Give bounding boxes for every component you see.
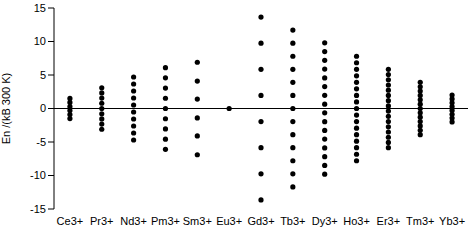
svg-text:Ho3+: Ho3+ bbox=[343, 215, 370, 227]
svg-text:Pm3+: Pm3+ bbox=[151, 215, 180, 227]
svg-text:Tb3+: Tb3+ bbox=[280, 215, 305, 227]
svg-text:Sm3+: Sm3+ bbox=[183, 215, 212, 227]
svg-text:5: 5 bbox=[40, 69, 46, 81]
svg-text:15: 15 bbox=[34, 2, 46, 14]
svg-text:Pr3+: Pr3+ bbox=[90, 215, 114, 227]
svg-text:Gd3+: Gd3+ bbox=[247, 215, 274, 227]
svg-text:Yb3+: Yb3+ bbox=[439, 215, 465, 227]
svg-text:Nd3+: Nd3+ bbox=[120, 215, 147, 227]
svg-text:Dy3+: Dy3+ bbox=[312, 215, 338, 227]
svg-text:Tm3+: Tm3+ bbox=[406, 215, 434, 227]
svg-text:10: 10 bbox=[34, 35, 46, 47]
svg-text:En /(kB 300 K): En /(kB 300 K) bbox=[8, 73, 12, 145]
svg-text:-15: -15 bbox=[30, 203, 46, 215]
svg-text:Eu3+: Eu3+ bbox=[216, 215, 242, 227]
svg-text:Er3+: Er3+ bbox=[377, 215, 401, 227]
svg-text:Ce3+: Ce3+ bbox=[57, 215, 84, 227]
svg-text:-10: -10 bbox=[30, 169, 46, 181]
svg-text:-5: -5 bbox=[36, 136, 46, 148]
svg-text:0: 0 bbox=[40, 102, 46, 114]
